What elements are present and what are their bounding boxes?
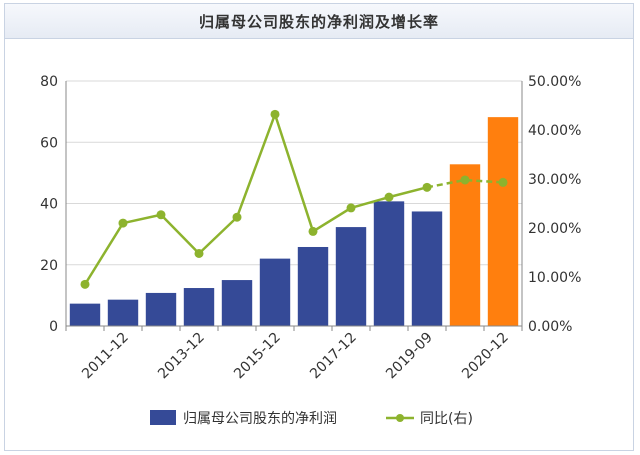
line-point bbox=[270, 109, 280, 119]
x-axis-labels: 2011-12 2013-12 2015-12 2017-12 2019-09 2020-… bbox=[79, 330, 512, 383]
bar bbox=[183, 288, 215, 326]
x-tick-label: 2020-12 bbox=[459, 330, 512, 383]
x-tick-label: 2015-12 bbox=[231, 330, 284, 383]
bar bbox=[69, 303, 101, 326]
line-point bbox=[194, 248, 204, 258]
legend-bar-label: 归属母公司股东的净利润 bbox=[183, 410, 337, 427]
bar bbox=[449, 164, 481, 326]
bar bbox=[373, 201, 405, 326]
y-right-tick-label: 10.00% bbox=[528, 270, 581, 286]
y-axis-left-labels: 0 20 40 60 80 bbox=[40, 74, 58, 335]
y-left-tick-label: 20 bbox=[40, 258, 58, 274]
line-point bbox=[232, 212, 242, 222]
line-point bbox=[384, 192, 394, 202]
bar bbox=[221, 280, 253, 326]
line-point bbox=[460, 175, 470, 185]
legend-line-marker bbox=[396, 414, 404, 422]
line-point bbox=[156, 210, 166, 220]
line-point bbox=[308, 226, 318, 236]
bar bbox=[335, 227, 367, 326]
line-point bbox=[118, 218, 128, 228]
line-point bbox=[498, 177, 508, 187]
chart-title: 归属母公司股东的净利润及增长率 bbox=[5, 4, 633, 39]
legend-line-label: 同比(右) bbox=[420, 411, 473, 427]
x-tick-label: 2011-12 bbox=[79, 330, 132, 383]
bar bbox=[487, 117, 519, 326]
grid-lines bbox=[66, 80, 522, 266]
y-right-tick-label: 50.00% bbox=[528, 74, 581, 90]
bar bbox=[259, 258, 291, 326]
x-tick-label: 2013-12 bbox=[155, 330, 208, 383]
y-left-tick-label: 0 bbox=[49, 319, 58, 335]
line-series-forecast-path bbox=[426, 178, 504, 189]
line-point bbox=[346, 203, 356, 213]
y-right-tick-label: 30.00% bbox=[528, 172, 581, 188]
bar bbox=[145, 292, 177, 326]
x-tick-label: 2019-09 bbox=[383, 330, 436, 383]
y-axis-right-labels: 0.00% 10.00% 20.00% 30.00% 40.00% 50.00% bbox=[528, 74, 581, 335]
line-point bbox=[80, 279, 90, 289]
y-right-tick-label: 40.00% bbox=[528, 123, 581, 139]
bar bbox=[107, 299, 139, 326]
legend: 归属母公司股东的净利润 同比(右) bbox=[150, 410, 473, 427]
line-series-path bbox=[83, 110, 428, 286]
y-left-tick-label: 80 bbox=[40, 74, 58, 90]
line-series bbox=[80, 109, 508, 289]
bar bbox=[411, 211, 443, 326]
y-left-tick-label: 60 bbox=[40, 135, 58, 151]
axes bbox=[65, 81, 523, 331]
line-point bbox=[422, 182, 432, 192]
y-left-tick-label: 40 bbox=[40, 197, 58, 213]
y-right-tick-label: 20.00% bbox=[528, 221, 581, 237]
bar-series bbox=[69, 117, 519, 326]
bar bbox=[297, 246, 329, 326]
legend-bar-swatch bbox=[150, 410, 176, 425]
x-tick-label: 2017-12 bbox=[307, 330, 360, 383]
y-right-tick-label: 0.00% bbox=[528, 319, 572, 335]
chart-frame: 归属母公司股东的净利润及增长率 bbox=[4, 3, 634, 451]
